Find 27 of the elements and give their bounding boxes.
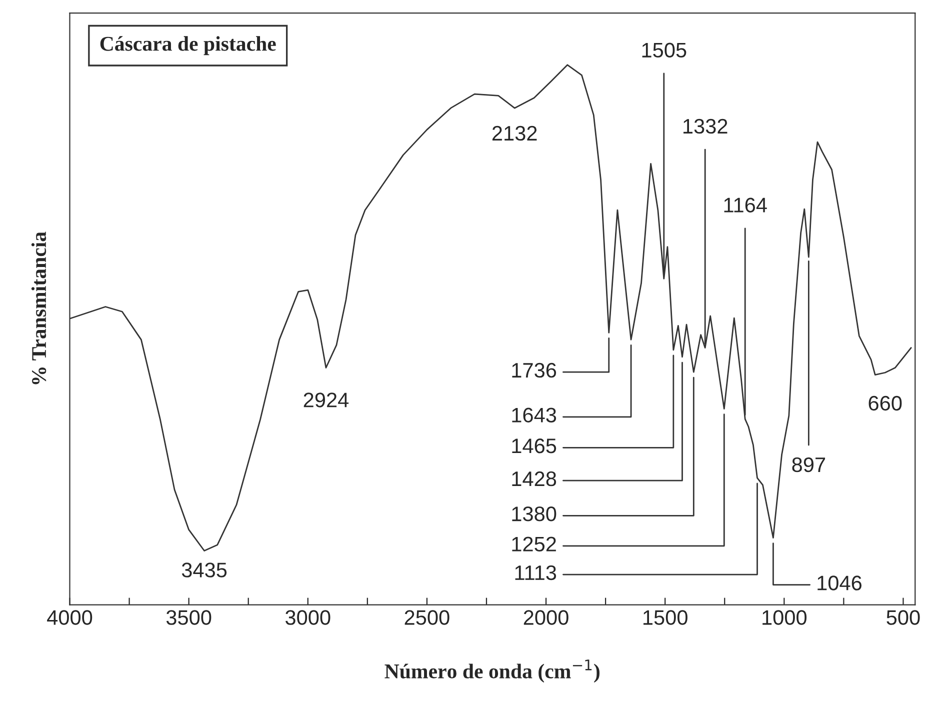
y-axis-title: % Transmitancia	[31, 232, 46, 384]
x-tick-label: 500	[886, 610, 920, 625]
annotation: 3435	[182, 562, 227, 578]
annotation: 1736	[512, 362, 556, 378]
x-tick-label: 1500	[644, 610, 688, 625]
x-tick-label: 4000	[47, 610, 92, 625]
x-tick-label: 3500	[166, 610, 212, 625]
annotation: 1643	[512, 408, 556, 422]
x-tick-label: 2500	[404, 610, 450, 625]
annotation: 2924	[304, 392, 349, 408]
chart-title: Cáscara de pistache	[100, 36, 276, 56]
annotation: 1428	[512, 471, 556, 486]
annotation: 1465	[512, 438, 556, 454]
annotation: 897	[792, 457, 826, 472]
x-tick-label: 1000	[762, 610, 807, 625]
annotation: 1252	[512, 536, 556, 552]
annotation: 1380	[512, 506, 556, 522]
x-axis-title: Número de onda (cm$^{−1}$)	[384, 660, 600, 683]
annotation: 660	[868, 396, 902, 411]
annotation: 1113	[515, 565, 556, 580]
annotation: 1505	[642, 42, 686, 58]
annotation: 1046	[818, 576, 862, 590]
annotation: 1164	[724, 198, 767, 212]
x-tick-label: 3000	[286, 610, 330, 625]
annotation: 1332	[684, 118, 728, 134]
annotation: 2132	[492, 126, 537, 141]
x-tick-label: 2000	[524, 610, 568, 625]
